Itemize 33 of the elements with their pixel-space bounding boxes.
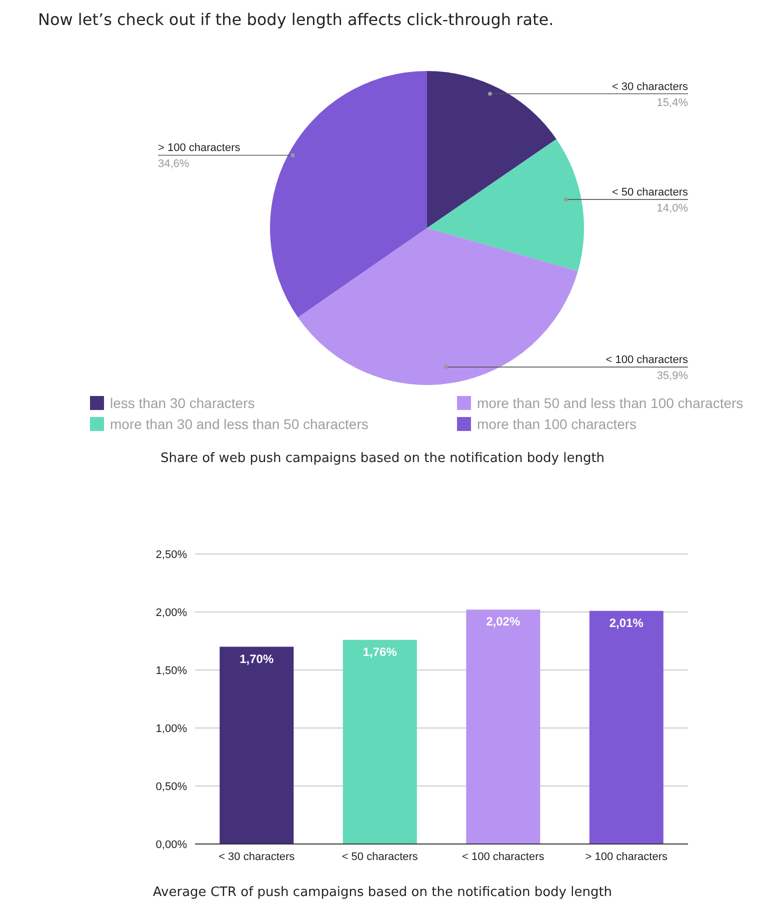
legend-label: more than 100 characters xyxy=(477,416,637,432)
pie-slice xyxy=(427,139,584,272)
y-tick-label: 0,00% xyxy=(156,838,188,851)
bar xyxy=(589,610,664,844)
data-label: < 30 characters 15,4% xyxy=(612,80,688,109)
data-label: 2,01% xyxy=(609,616,644,630)
bar xyxy=(220,646,294,844)
bar xyxy=(342,640,417,844)
data-label: 2,02% xyxy=(486,614,520,629)
x-tick-label: > 100 characters xyxy=(585,850,668,863)
data-label: > 100 characters 34,6% xyxy=(158,142,241,170)
data-label: 1,70% xyxy=(240,652,274,666)
y-tick-label: 2,00% xyxy=(156,606,188,619)
pie-slice xyxy=(270,71,427,318)
data-label: 1,76% xyxy=(362,644,398,659)
x-tick-label: < 100 characters xyxy=(462,850,545,863)
pie-slice xyxy=(298,228,578,385)
legend-label: less than 30 characters xyxy=(110,394,255,410)
y-tick-label: 2,50% xyxy=(156,548,188,561)
bar xyxy=(466,610,540,844)
data-label: < 100 characters 35,9% xyxy=(606,354,688,382)
x-tick-label: < 30 characters xyxy=(218,850,296,863)
legend-label: more than 30 and less than 50 characters xyxy=(110,416,368,432)
legend-label: more than 50 and less than 100 characters xyxy=(477,394,744,410)
text: Share of web push campaigns based on the notification body length xyxy=(159,451,606,466)
y-tick-label: 0,50% xyxy=(156,780,188,793)
data-label: < 50 characters 14,0% xyxy=(612,186,688,214)
pie-slice xyxy=(427,71,556,228)
y-tick-label: 1,50% xyxy=(156,664,188,677)
text: Average CTR of push campaigns based on the notification body length xyxy=(152,885,614,900)
chart-title: Now let’s check out if the body length affects click-through rate. xyxy=(38,10,554,29)
y-tick-label: 1,00% xyxy=(156,722,188,735)
x-tick-label: < 50 characters xyxy=(342,850,418,863)
